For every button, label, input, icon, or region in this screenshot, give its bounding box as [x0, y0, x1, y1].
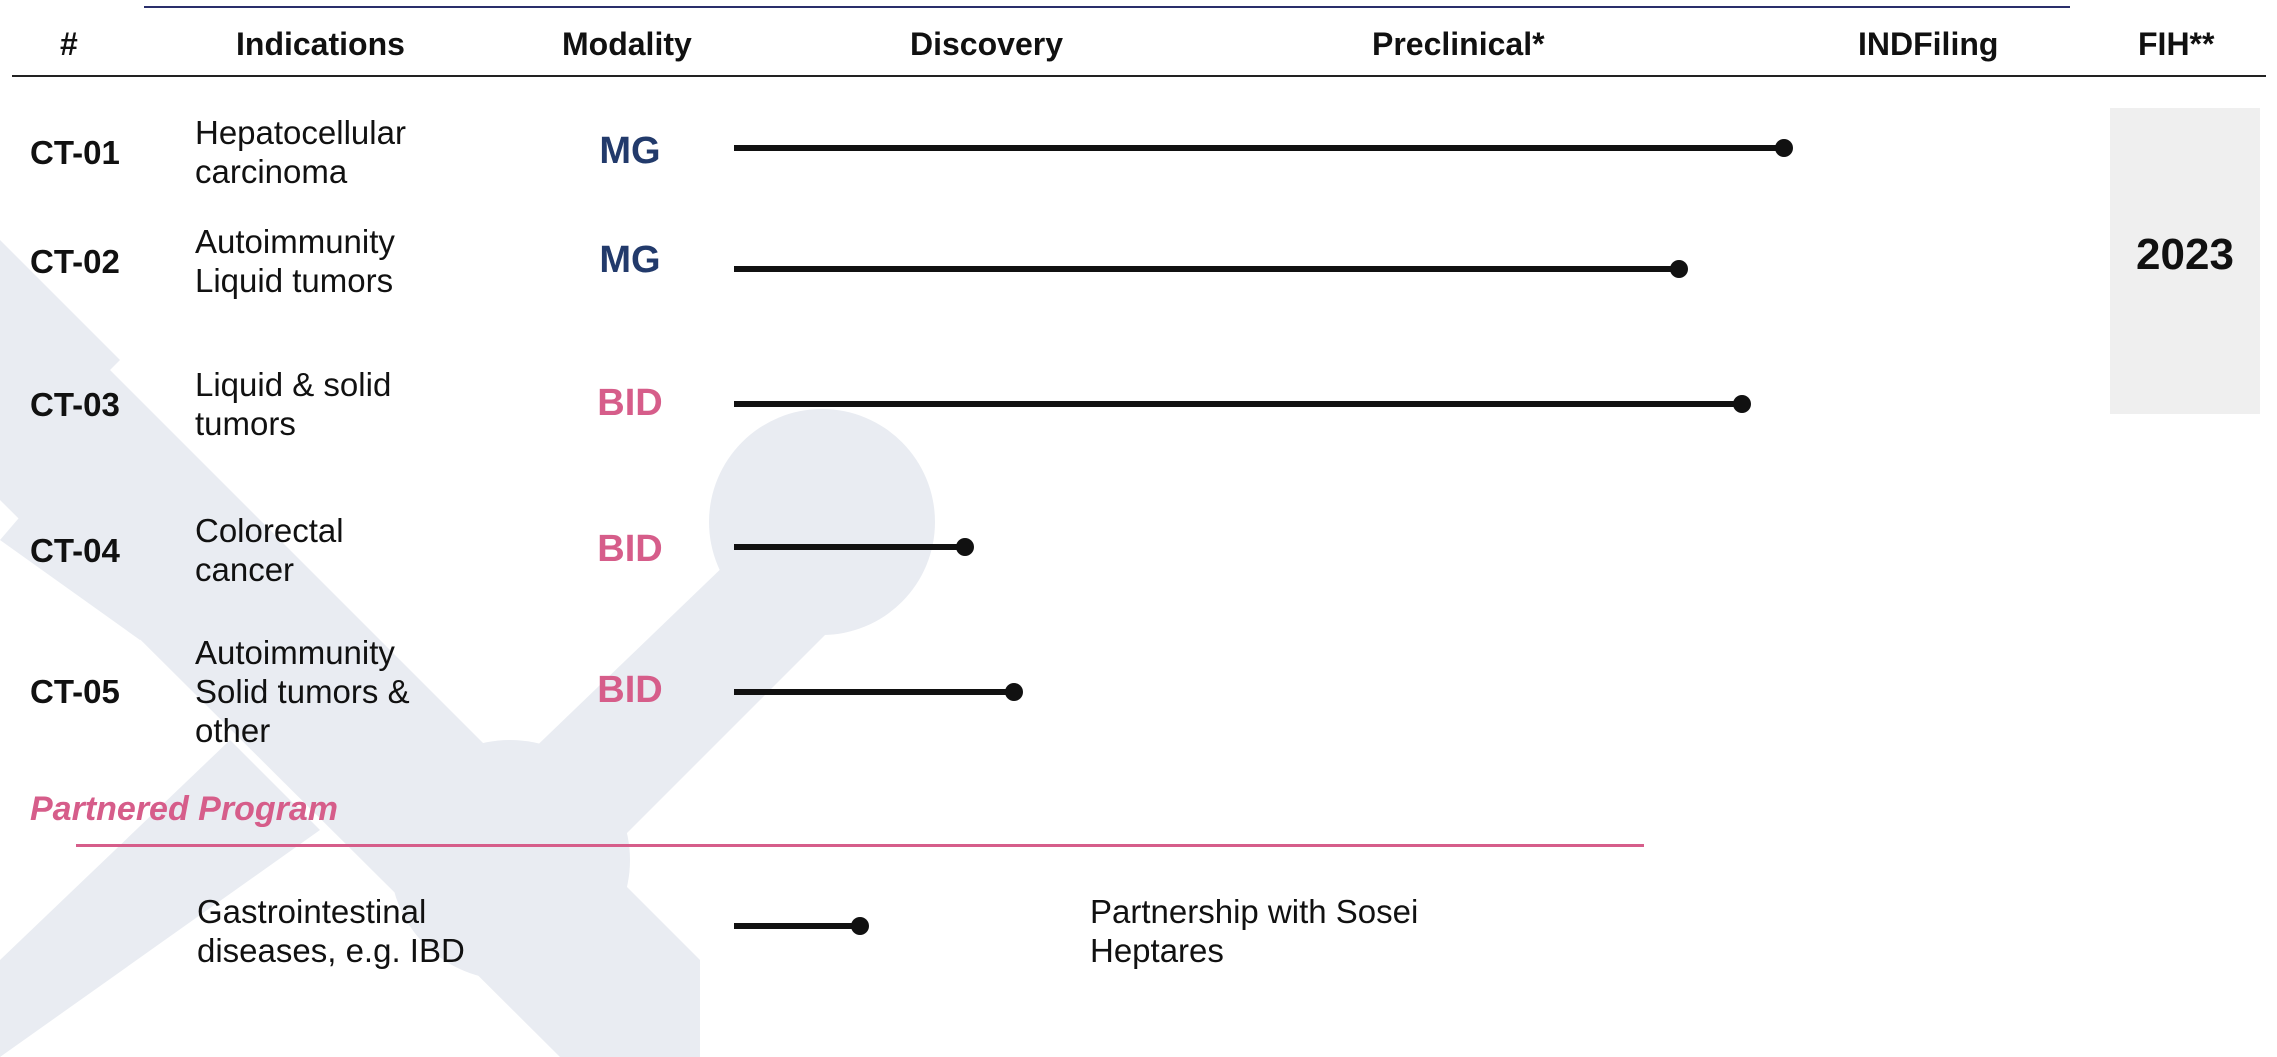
progress-endpoint-dot — [956, 538, 974, 556]
progress-endpoint-dot — [1733, 395, 1751, 413]
progress-endpoint-dot — [1670, 260, 1688, 278]
progress-endpoint-dot — [1775, 139, 1793, 157]
progress-endpoint-dot — [851, 917, 869, 935]
progress-endpoint-dot — [1005, 683, 1023, 701]
